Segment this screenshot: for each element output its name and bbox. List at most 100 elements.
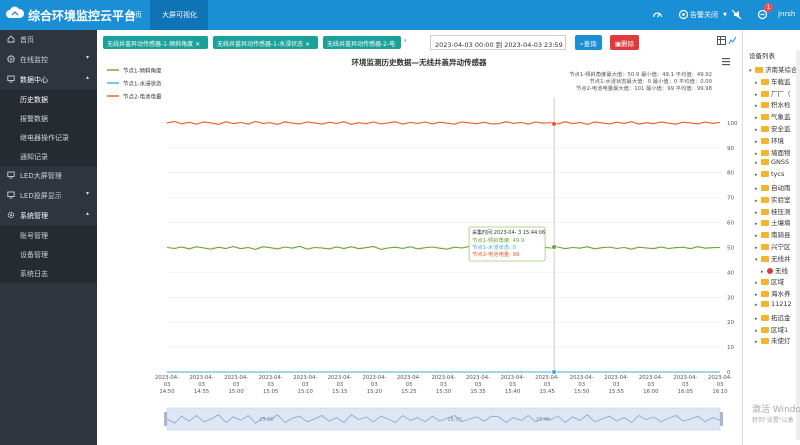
folder-icon — [761, 90, 769, 97]
sidebar-item-device[interactable]: 设备管理 — [0, 245, 97, 264]
close-icon[interactable]: ✕ — [305, 41, 311, 48]
device-tree-label: 环境 — [771, 136, 784, 145]
sidebar-item-home[interactable]: 首页 — [0, 30, 97, 49]
x-tick-label: 15:45 — [540, 389, 555, 395]
chevron-right-icon[interactable]: ▸ — [755, 160, 758, 167]
chevron-right-icon[interactable]: ▸ — [755, 315, 758, 322]
top-bar: 综合环境监控云平台 首页 大屏可视化 告警关闭 ▼ 1 jnrsh — [0, 0, 800, 30]
chevron-right-icon[interactable]: ▸ — [755, 209, 758, 216]
query-button[interactable]: ⌕查询 — [575, 35, 602, 50]
delete-button[interactable]: ▣删除 — [610, 35, 640, 50]
device-tree-item[interactable]: ▾ 济南某综合 — [749, 64, 798, 74]
chevron-right-icon[interactable]: ▸ — [755, 221, 758, 228]
device-tree-item[interactable]: ▸ 区域1 — [755, 324, 788, 334]
chevron-right-icon[interactable]: ▸ — [761, 268, 764, 275]
device-tree-item[interactable]: ▸ 桂压测 — [755, 206, 791, 216]
y-tick-label: 60 — [727, 221, 734, 227]
zoom-handle-right — [720, 412, 723, 426]
close-icon[interactable]: ✕ — [195, 41, 201, 48]
chevron-right-icon[interactable]: ▸ — [755, 302, 758, 308]
device-tree-item[interactable]: ▸ 墙面物 — [755, 147, 791, 157]
menu-icon[interactable] — [722, 58, 730, 66]
sidebar-item-online-monitor[interactable]: 在线监控 ▾ — [0, 50, 97, 69]
device-tree-item[interactable]: ▸ 南骑县 — [755, 229, 791, 239]
folder-icon — [761, 279, 769, 286]
alarm-icon[interactable] — [678, 9, 689, 20]
sidebar-item-alarm-data[interactable]: 报警数据 — [0, 109, 97, 128]
device-tree-item[interactable]: ▸ GNSS — [755, 158, 789, 168]
chevron-right-icon[interactable]: ▸ — [755, 245, 758, 251]
chevron-down-icon[interactable]: ▾ — [404, 38, 407, 44]
device-tree-item[interactable]: ▸ 未使灯 — [755, 335, 791, 345]
chevron-right-icon[interactable]: ▸ — [755, 79, 758, 86]
device-tree-item[interactable]: ▸ 11212 — [755, 300, 792, 310]
sidebar-item-led-cast[interactable]: LED投屏显示 ▾ — [0, 186, 97, 205]
chevron-right-icon[interactable]: ▸ — [755, 339, 758, 346]
tooltip-row: 节点1-倾斜角度: 49.9 — [472, 236, 524, 244]
sidebar-item-system-manage[interactable]: 系统管理 ▴ — [0, 206, 97, 225]
nav-visual-screen[interactable]: 大屏可视化 — [162, 11, 197, 19]
chevron-right-icon[interactable]: ▸ — [755, 150, 758, 157]
device-tree-item[interactable]: ▸ 厂厂（ — [755, 88, 791, 98]
y-tick-label: 80 — [727, 171, 734, 177]
legend-label: 节点2-电池电量 — [123, 93, 162, 101]
x-tick-label: 15:25 — [401, 389, 416, 395]
device-tree-item[interactable]: ▸ 海水养 — [755, 288, 791, 298]
chevron-right-icon[interactable]: ▸ — [755, 186, 758, 192]
folder-icon — [761, 301, 769, 307]
device-tree-item[interactable]: ▸ tycs — [755, 170, 784, 180]
chevron-right-icon[interactable]: ▸ — [755, 138, 758, 145]
sidebar-item-account[interactable]: 账号管理 — [0, 226, 97, 245]
device-tree-item[interactable]: ▸ 环境 — [755, 135, 784, 145]
chevron-right-icon[interactable]: ▸ — [755, 280, 758, 287]
mute-icon[interactable] — [731, 9, 742, 20]
chevron-right-icon[interactable]: ▸ — [755, 233, 758, 240]
chevron-right-icon[interactable]: ▸ — [755, 91, 758, 98]
x-tick-label: 15:50 — [574, 389, 590, 395]
device-tree-item[interactable]: ▸ 无线 — [761, 265, 788, 275]
device-tree-item[interactable]: ▸ 积水检 — [755, 99, 791, 109]
device-tree-item[interactable]: ▸ 拓远金 — [755, 312, 791, 322]
sidebar-item-syslog[interactable]: 系统日志 — [0, 264, 97, 283]
sidebar-item-led-manage[interactable]: LED大屏管理 — [0, 166, 97, 185]
filter-tag[interactable]: 无线井盖异动传感器-2-电 — [323, 36, 401, 49]
device-tree-item[interactable]: ▸ 区域 — [755, 276, 784, 286]
zoom-slider[interactable]: 15:00 15:30 15:45 — [164, 407, 723, 431]
history-chart[interactable]: 环境监测历史数据—无线井盖异动传感器 节点1-倾斜角度节点1-水浸状态节点2-电… — [97, 52, 742, 445]
folder-icon — [761, 291, 769, 298]
chevron-right-icon[interactable]: ▸ — [755, 292, 758, 299]
chevron-right-icon[interactable]: ▸ — [755, 197, 758, 204]
sidebar-item-notify-log[interactable]: 通知记录 — [0, 147, 97, 166]
nav-home[interactable]: 首页 — [128, 11, 142, 19]
device-tree-item[interactable]: ▾ 无线井 — [755, 253, 791, 263]
speed-icon[interactable] — [652, 9, 663, 20]
chevron-right-icon[interactable]: ▸ — [755, 115, 758, 122]
chevron-right-icon[interactable]: ▸ — [755, 127, 758, 133]
chart-icon[interactable] — [728, 36, 737, 45]
scrollbar[interactable] — [796, 50, 800, 440]
device-tree-item[interactable]: ▸ 土壤墒 — [755, 217, 791, 227]
chevron-right-icon[interactable]: ▸ — [755, 172, 758, 179]
table-icon[interactable] — [717, 36, 726, 45]
sidebar-item-data-center[interactable]: 数据中心 ▴ — [0, 70, 97, 89]
filter-tag[interactable]: 无线井盖异动传感器-1-水浸状态 ✕ — [213, 36, 318, 49]
alarm-dropdown-icon[interactable]: ▼ — [723, 12, 727, 18]
device-tree-item[interactable]: ▸ 气象监 — [755, 111, 791, 121]
device-tree-item[interactable]: ▸ 自动雨 — [755, 182, 791, 192]
sidebar-item-history-data[interactable]: 历史数据 — [0, 90, 97, 109]
device-tree-item[interactable]: ▸ 兴宁区 — [755, 241, 791, 251]
filter-tag[interactable]: 无线井盖异动传感器-1-倾斜角度 ✕ — [103, 36, 208, 49]
notification-icon[interactable] — [757, 9, 768, 20]
device-tree-item[interactable]: ▸ 车载监 — [755, 76, 791, 86]
sidebar-item-relay-log[interactable]: 继电器操作记录 — [0, 128, 97, 147]
date-range-input[interactable]: 2023-04-03 00:00 到 2023-04-03 23:59 — [430, 35, 566, 50]
device-tree-item[interactable]: ▸ 安全监 — [755, 123, 791, 133]
chevron-up-icon: ▴ — [85, 210, 89, 217]
chevron-right-icon[interactable]: ▸ — [755, 103, 758, 110]
alarm-toggle[interactable]: 告警关闭 — [690, 11, 718, 19]
chevron-down-icon[interactable]: ▾ — [749, 68, 752, 74]
user-name[interactable]: jnrsh — [778, 10, 796, 18]
chevron-right-icon[interactable]: ▸ — [755, 327, 758, 334]
chevron-down-icon[interactable]: ▾ — [755, 256, 758, 263]
device-tree-item[interactable]: ▸ 实验室 — [755, 194, 791, 204]
